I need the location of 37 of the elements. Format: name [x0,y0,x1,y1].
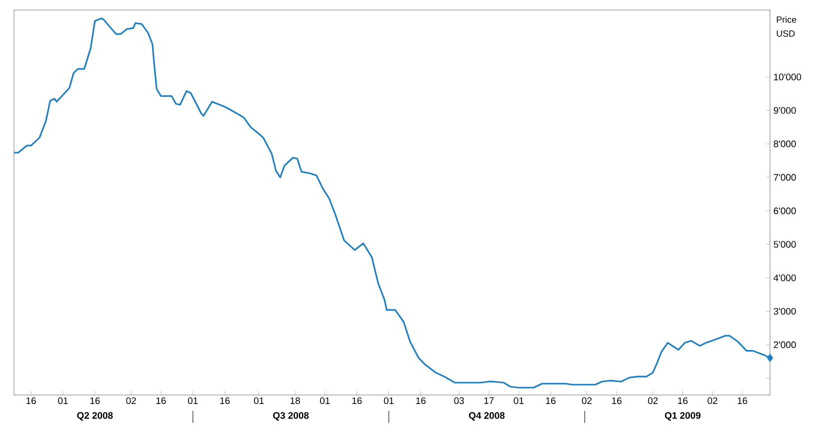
x2-tick-label: Q3 2008 [273,412,309,421]
x-tick-label: 18 [290,397,300,404]
y-tick-label: 8'000 [774,140,796,148]
x-tick-label: 02 [648,397,658,404]
x2-tick-label: Q2 2008 [77,412,113,421]
x-tick-label: 16 [352,397,362,404]
y-tick-label: 4'000 [774,274,796,282]
x-tick-label: 01 [254,397,264,404]
x-tick-label: 01 [514,397,524,404]
x-tick-label: 16 [26,397,36,404]
y-tick-label: 10'000 [774,74,802,80]
x-tick-label: 01 [188,397,198,404]
y-tick-label: 2'000 [774,341,796,348]
x-tick-label: 17 [484,397,494,404]
y-tick-label: 9'000 [774,107,796,114]
x-tick-label: 03 [454,397,464,404]
y-tick-label: 3'000 [774,308,796,315]
x-tick-label: 02 [582,397,592,404]
y-tick-label: 5'000 [774,240,796,248]
x-tick-label: 16 [220,397,230,404]
x-tick-label: 16 [90,397,100,404]
x-tick-label: 01 [320,397,330,404]
y-axis-title: Price USD [776,16,796,37]
x-tick-label: 02 [126,397,136,404]
x-tick-label: 16 [612,397,622,404]
x-tick-label: 16 [546,397,556,404]
x-tick-label: 01 [58,397,68,404]
x-tick-label: 16 [678,397,688,404]
y-tick-label: 7'000 [774,174,796,181]
x-tick-label: 01 [384,397,394,404]
x-tick-label: 16 [156,397,166,404]
x2-tick-label: Q4 2008 [469,412,505,421]
y-tick-label: 6'000 [774,208,796,214]
x2-tick-label: Q1 2009 [664,412,700,421]
x-tick-label: 16 [416,397,426,404]
x-tick-label: 02 [708,397,718,404]
x-tick-label: 16 [738,397,748,404]
